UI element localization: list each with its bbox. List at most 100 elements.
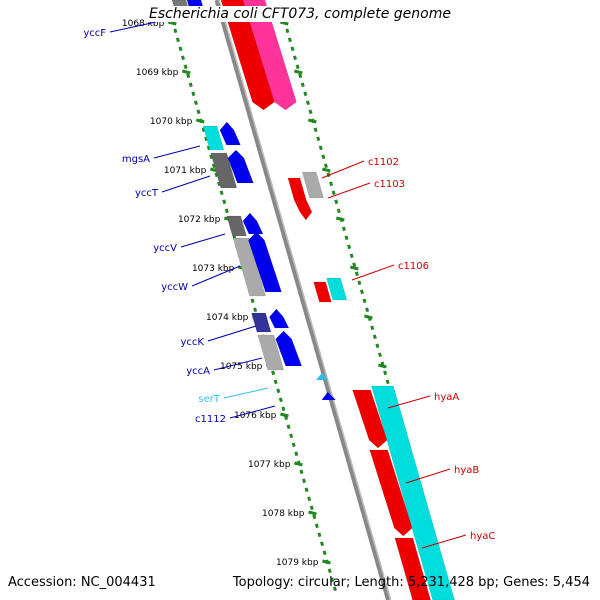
left-lane-dash [302,478,307,484]
left-lane-dash [289,433,294,439]
left-lane-dash [253,307,258,313]
left-lane-dash [250,298,255,304]
gene-block [321,392,336,400]
gene-label-hyaC: hyaC [470,531,495,542]
right-lane-dash [365,307,370,313]
right-lane-dash [300,82,305,88]
label-leader [161,175,211,193]
label-leader [213,357,263,371]
ruler-tick-label: 1077 kbp [248,460,291,470]
gene-block [369,449,413,537]
gene-block [394,537,431,600]
ruler-tick-mark [181,69,191,75]
left-lane-dash [191,91,196,97]
right-lane-dash [362,298,367,304]
left-lane-dash [196,109,201,115]
left-lane-dash [320,541,325,547]
gene-block [293,199,313,221]
gene-label-hyaB: hyaB [454,465,479,476]
ruler-tick-label: 1071 kbp [164,166,207,176]
right-lane-dash [385,379,390,385]
right-lane-dash [341,226,346,232]
ruler-tick-label: 1073 kbp [192,264,235,274]
gene-block [232,237,266,297]
gene-label-serT: serT [198,394,220,405]
ruler-tick-label: 1076 kbp [234,411,277,421]
gene-block [251,312,272,333]
label-leader [180,233,226,248]
left-lane-dash [312,514,317,520]
gene-label-c1112: c1112 [195,414,226,425]
right-lane-dash [305,100,310,106]
left-lane-dash [193,100,198,106]
ruler-tick-mark [335,216,345,222]
ruler-tick-label: 1078 kbp [262,509,305,519]
left-lane-dash [299,469,304,475]
ruler-tick-label: 1074 kbp [206,313,249,323]
label-leader [321,160,365,179]
right-lane-dash [357,280,362,286]
left-lane-dash [178,46,183,52]
gene-label-yccF: yccF [83,28,106,39]
gene-block [275,330,303,367]
right-lane-dash [347,244,352,250]
ruler-tick-label: 1070 kbp [150,117,193,127]
gene-label-yccT: yccT [135,188,159,199]
right-lane-dash [375,343,380,349]
gene-block [257,334,285,371]
right-lane-dash [349,253,354,259]
ruler-tick-mark [167,20,177,26]
right-lane-dash [352,262,357,268]
right-lane-dash [293,55,298,61]
right-lane-dash [318,145,323,151]
gene-block [371,385,455,600]
right-lane-dash [383,370,388,376]
ruler-tick-mark [195,118,205,124]
left-lane-dash [330,577,335,583]
gene-block [219,121,241,146]
ruler-tick-mark [279,20,289,26]
ruler-tick-mark [364,314,373,320]
left-lane-dash [273,379,278,385]
right-lane-dash [295,64,300,70]
right-lane-dash [298,73,303,79]
ruler-tick-label: 1068 kbp [122,19,165,29]
backbone-highlight [218,0,392,600]
label-leader [421,534,467,549]
right-lane-dash [336,208,341,214]
gene-block [352,389,388,449]
genome-summary: Topology: circular; Length: 5,231,428 bp… [232,575,590,590]
left-lane-dash [327,568,332,574]
right-lane-dash [321,154,326,160]
ruler-tick-label: 1072 kbp [178,215,221,225]
right-lane-dash [313,127,318,133]
left-lane-dash [286,424,291,430]
gene-label-mgsA: mgsA [122,154,150,165]
gene-block [326,277,348,301]
label-leader [207,325,257,342]
left-lane-dash [317,532,322,538]
left-lane-dash [309,505,314,511]
gene-block [227,149,254,184]
right-lane-dash [323,163,328,169]
ruler-tick-label: 1079 kbp [276,558,319,568]
right-lane-dash [372,334,377,340]
ruler-tick-mark [308,510,317,516]
right-lane-dash [285,28,290,34]
left-lane-dash [281,406,286,412]
left-lane-dash [175,37,180,43]
left-lane-dash [322,550,327,556]
left-lane-dash [304,487,309,493]
label-leader [351,264,395,281]
ruler-tick-mark [280,412,289,418]
gene-label-yccK: yccK [181,337,205,348]
gene-block [242,212,264,235]
right-lane-dash [334,199,339,205]
gene-label-yccV: yccV [153,243,177,254]
ruler-tick-mark [307,118,317,124]
left-lane-dash [278,397,283,403]
gene-label-c1103: c1103 [374,179,405,190]
left-lane-dash [219,190,224,196]
right-lane-dash [290,46,295,52]
